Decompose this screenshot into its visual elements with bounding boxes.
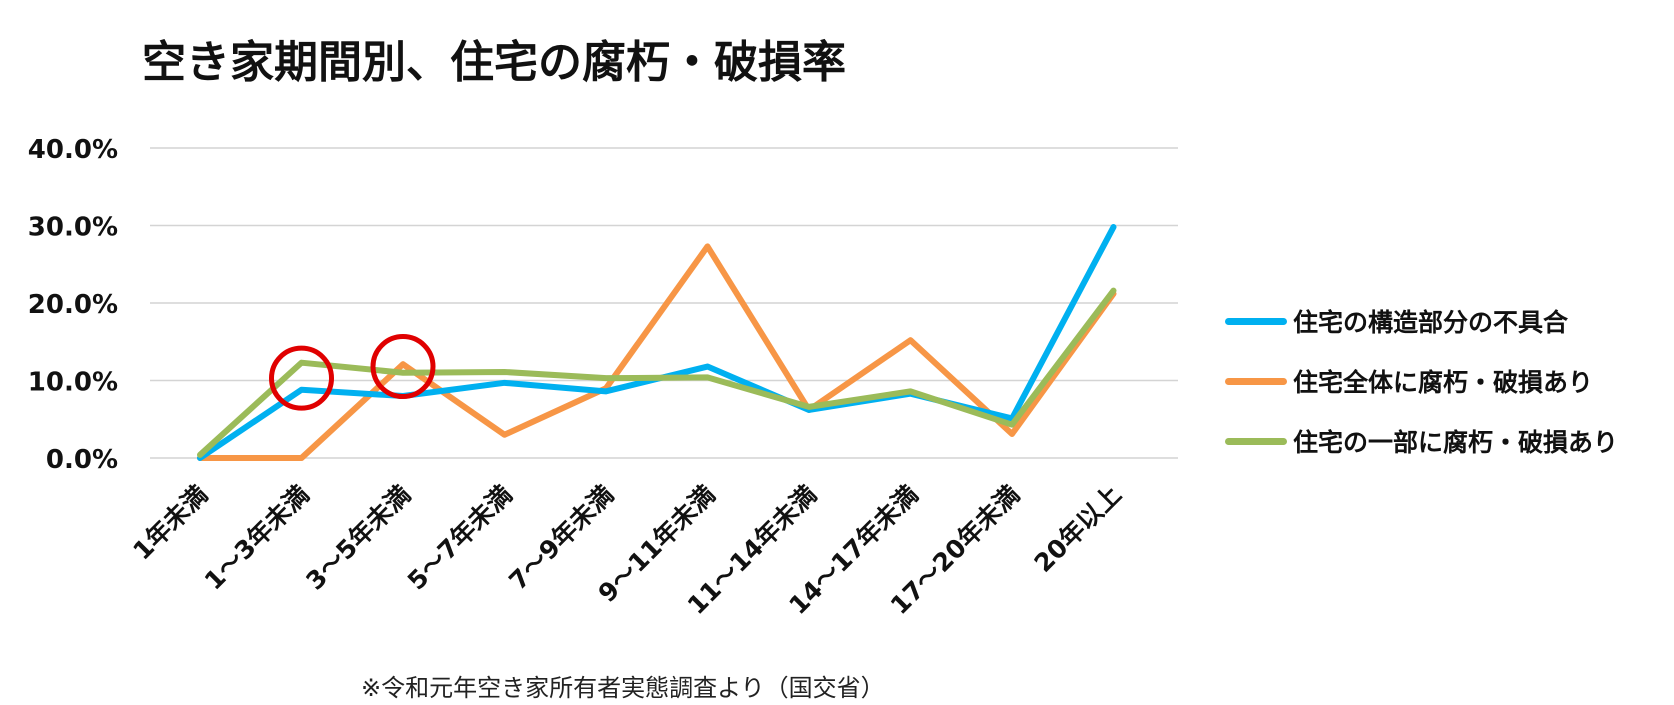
x-tick-label: 3～5年未満 (300, 480, 416, 596)
legend-swatch-whole (1225, 377, 1287, 385)
x-tick-label: 20年以上 (1029, 480, 1127, 578)
annotation-circles (269, 334, 436, 411)
series-line-2 (197, 287, 1117, 458)
legend-swatch-partial (1225, 437, 1287, 445)
legend-label-partial: 住宅の一部に腐朽・破損あり (1293, 428, 1619, 457)
legend: 住宅の構造部分の不具合 住宅全体に腐朽・破損あり 住宅の一部に腐朽・破損あり (1225, 306, 1618, 486)
legend-swatch-structure (1225, 317, 1287, 325)
legend-label-structure: 住宅の構造部分の不具合 (1293, 308, 1569, 337)
series-line-1 (197, 243, 1117, 461)
series-lines (197, 224, 1117, 461)
x-tick-labels: 1年未満1～3年未満3～5年未満5～7年未満7～9年未満9～11年未満11～14… (127, 480, 1126, 620)
legend-label-whole: 住宅全体に腐朽・破損あり (1293, 368, 1594, 397)
y-tick-label: 20.0% (28, 290, 118, 320)
x-tick-label: 5～7年未満 (402, 480, 518, 596)
highlight-circle (370, 334, 436, 400)
highlight-circle (269, 345, 334, 411)
chart-title: 空き家期間別、住宅の腐朽・破損率 (142, 37, 846, 88)
y-tick-label: 10.0% (28, 368, 118, 398)
y-tick-label: 0.0% (46, 445, 118, 475)
x-tick-label: 1～3年未満 (199, 480, 315, 596)
footnote: ※令和元年空き家所有者実態調査より（国交省） (361, 674, 885, 702)
legend-item-partial: 住宅の一部に腐朽・破損あり (1225, 426, 1619, 457)
x-tick-label: 1年未満 (127, 480, 213, 566)
y-tick-label: 30.0% (28, 213, 118, 243)
legend-item-whole: 住宅全体に腐朽・破損あり (1225, 366, 1618, 397)
y-tick-label: 40.0% (28, 135, 118, 165)
legend-item-structure: 住宅の構造部分の不具合 (1225, 306, 1618, 337)
y-tick-labels: 0.0% 10.0% 20.0% 30.0% 40.0% (28, 135, 118, 475)
